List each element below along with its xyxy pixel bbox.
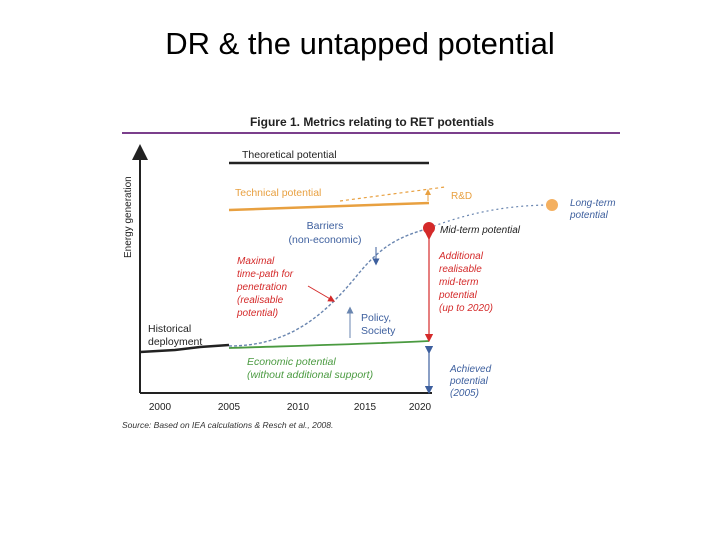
maximal-label-1: Maximal <box>237 256 275 267</box>
theoretical-potential-label: Theoretical potential <box>242 149 337 161</box>
technical-potential-line <box>228 201 430 212</box>
slide-title: DR & the untapped potential <box>165 26 555 61</box>
long-term-label-2: potential <box>569 210 609 221</box>
historical-line <box>139 343 230 354</box>
maximal-arrow <box>307 285 336 302</box>
achieved-label-3: (2005) <box>450 388 479 399</box>
historical-label-2: deployment <box>148 336 202 348</box>
mid-term-label: Mid-term potential <box>440 225 521 236</box>
x-tick-2010: 2010 <box>287 402 310 413</box>
economic-label-2: (without additional support) <box>247 369 373 381</box>
technical-potential-label: Technical potential <box>235 187 321 199</box>
maximal-label-5: potential) <box>236 308 278 319</box>
additional-label-5: (up to 2020) <box>439 303 493 314</box>
maximal-label-2: time-path for <box>237 269 294 280</box>
achieved-label-1: Achieved <box>449 364 492 375</box>
policy-label-2: Society <box>361 325 396 337</box>
long-term-dot <box>546 199 558 211</box>
x-tick-2020: 2020 <box>409 402 432 413</box>
x-tick-2005: 2005 <box>218 402 241 413</box>
achieved-label-2: potential <box>449 376 489 387</box>
maximal-label-4: (realisable <box>237 295 284 306</box>
y-axis-label: Energy generation <box>123 176 134 258</box>
figure-source: Source: Based on IEA calculations & Resc… <box>122 420 333 430</box>
barriers-label-1: Barriers <box>307 220 344 232</box>
x-tick-2000: 2000 <box>149 402 172 413</box>
economic-label-1: Economic potential <box>247 356 336 368</box>
maximal-label-3: penetration <box>236 282 287 293</box>
long-term-curve <box>428 204 553 229</box>
economic-potential-line <box>228 340 430 349</box>
barriers-label-2: (non-economic) <box>289 234 362 246</box>
x-tick-2015: 2015 <box>354 402 377 413</box>
figure-caption: Figure 1. Metrics relating to RET potent… <box>250 115 494 129</box>
rd-label: R&D <box>451 191 472 202</box>
policy-label-1: Policy, <box>361 312 391 324</box>
historical-label-1: Historical <box>148 323 191 335</box>
additional-label-4: potential <box>438 290 478 301</box>
additional-label-3: mid-term <box>439 277 478 288</box>
mid-term-dot <box>423 222 435 234</box>
additional-label-1: Additional <box>438 251 484 262</box>
maximal-time-path-curve <box>228 227 430 347</box>
long-term-label-1: Long-term <box>570 198 616 209</box>
additional-label-2: realisable <box>439 264 482 275</box>
technical-potential-dashed <box>339 186 446 202</box>
